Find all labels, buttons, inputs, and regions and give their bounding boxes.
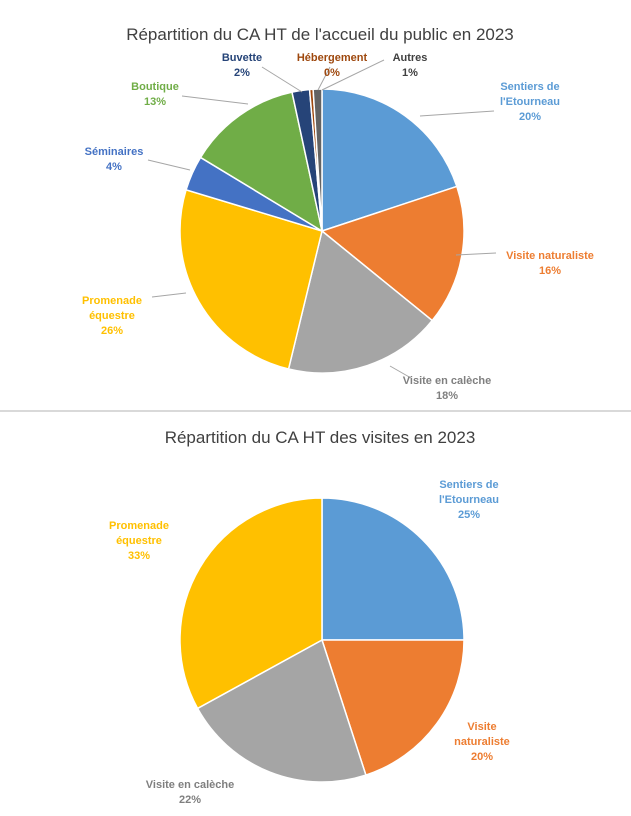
pie-slice-promenade-equestre xyxy=(179,188,323,370)
data-label-sentiers-de-l-etourneau: Sentiers de l'Etourneau 25% xyxy=(439,479,499,521)
pie-slice-visite-en-caleche xyxy=(287,229,434,374)
leader-line-buvette xyxy=(261,66,303,93)
leader-line-hebergement xyxy=(317,66,331,91)
data-label-buvette: Buvette 2% xyxy=(222,52,262,79)
leader-line-visite-en-caleche xyxy=(389,365,412,379)
pie-chart-accueil: Répartition du CA HT de l'accueil du pub… xyxy=(82,25,594,402)
data-label-promenade-equestre: Promenade équestre 26% xyxy=(82,295,142,337)
leader-line-sentiers-de-l-etourneau xyxy=(419,110,495,117)
leader-line-visite-naturaliste xyxy=(455,252,497,256)
data-label-sentiers-de-l-etourneau: Sentiers de l'Etourneau 20% xyxy=(500,81,560,123)
pie-slice-sentiers-de-l-etourneau xyxy=(321,88,458,233)
chart-title: Répartition du CA HT de l'accueil du pub… xyxy=(126,25,514,44)
leader-line-boutique xyxy=(181,95,249,105)
pie-slice-sentiers-de-l-etourneau xyxy=(321,497,465,641)
data-label-visite-naturaliste: Visite naturaliste 16% xyxy=(506,250,594,277)
pie-chart-visites: Répartition du CA HT des visites en 2023… xyxy=(109,428,510,806)
data-label-hebergement: Hébergement 0% xyxy=(297,52,368,79)
leader-line-autres xyxy=(321,59,385,91)
leader-line-seminaires xyxy=(147,159,191,171)
data-label-promenade-equestre: Promenade équestre 33% xyxy=(109,520,169,562)
pie-slice-promenade-equestre xyxy=(179,497,323,710)
pie-slice-autres xyxy=(312,88,323,232)
chart-panel-accueil: Répartition du CA HT de l'accueil du pub… xyxy=(0,25,631,412)
data-label-visite-en-caleche: Visite en calèche 22% xyxy=(146,779,234,806)
data-label-autres: Autres 1% xyxy=(393,52,428,79)
leader-line-promenade-equestre xyxy=(151,292,187,298)
data-label-boutique: Boutique 13% xyxy=(131,81,179,108)
pie-slice-visite-naturaliste xyxy=(320,185,465,322)
pie-slice-boutique xyxy=(199,91,324,233)
chart-panel-visites: Répartition du CA HT des visites en 2023… xyxy=(0,412,631,816)
pie-slice-visite-en-caleche xyxy=(196,638,367,783)
data-label-visite-en-caleche: Visite en calèche 18% xyxy=(403,375,491,402)
data-label-visite-naturaliste: Visite naturaliste 20% xyxy=(454,721,510,763)
pie-slice-visite-naturaliste xyxy=(320,639,465,776)
data-label-seminaires: Séminaires 4% xyxy=(85,146,144,173)
chart-title: Répartition du CA HT des visites en 2023 xyxy=(165,428,476,447)
